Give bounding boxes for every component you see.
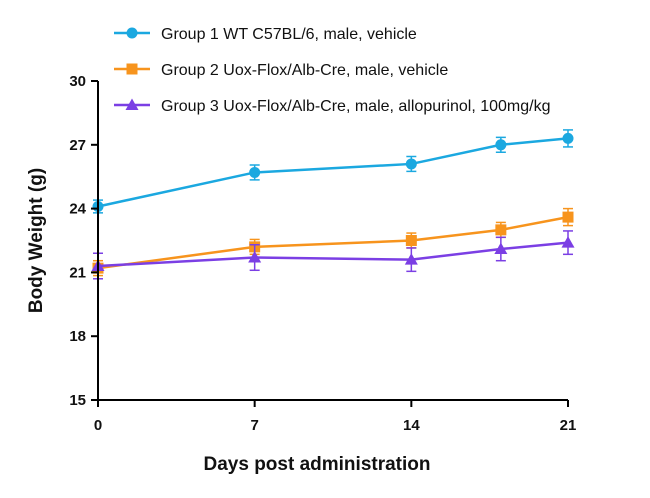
series-line [97,241,569,268]
y-tick-label: 27 [69,137,86,154]
data-point [248,251,262,263]
data-point [494,242,508,255]
data-point [405,235,417,246]
data-point [249,166,261,178]
series-layer [91,129,575,280]
series-1 [92,129,574,214]
x-axis-ticks: 0 7 14 21 [94,400,577,434]
legend-item-3: Group 3 Uox-Flox/Alb-Cre, male, allopuri… [114,98,551,115]
data-point [562,132,574,144]
y-tick-label: 18 [69,328,86,345]
legend-label: Group 1 WT C57BL/6, male, vehicle [161,26,417,43]
legend: Group 1 WT C57BL/6, male, vehicle Group 2… [114,26,551,115]
y-tick-label: 15 [69,392,86,409]
x-tick-label: 0 [94,417,102,434]
data-point [562,211,574,223]
y-tick-label: 30 [69,73,86,90]
legend-label: Group 3 Uox-Flox/Alb-Cre, male, allopuri… [161,98,551,115]
data-point [495,139,507,151]
legend-item-2: Group 2 Uox-Flox/Alb-Cre, male, vehicle [114,62,448,79]
y-axis-ticks: 15 18 21 24 27 30 [69,73,98,409]
data-point [404,253,418,265]
y-tick-label: 24 [69,201,86,218]
legend-item-1: Group 1 WT C57BL/6, male, vehicle [114,26,417,43]
x-tick-label: 14 [403,417,420,434]
data-point [405,158,417,170]
x-tick-label: 21 [560,417,577,434]
y-axis-title: Body Weight (g) [26,168,47,313]
data-point [495,224,507,236]
x-axis-title: Days post administration [204,454,431,475]
axes [97,81,568,401]
data-point [561,236,575,248]
legend-label: Group 2 Uox-Flox/Alb-Cre, male, vehicle [161,62,448,79]
legend-marker [126,63,138,75]
series-3 [91,230,575,280]
legend-marker [125,98,139,110]
x-tick-label: 7 [250,417,258,434]
legend-marker [126,27,138,39]
y-tick-label: 21 [69,264,86,281]
